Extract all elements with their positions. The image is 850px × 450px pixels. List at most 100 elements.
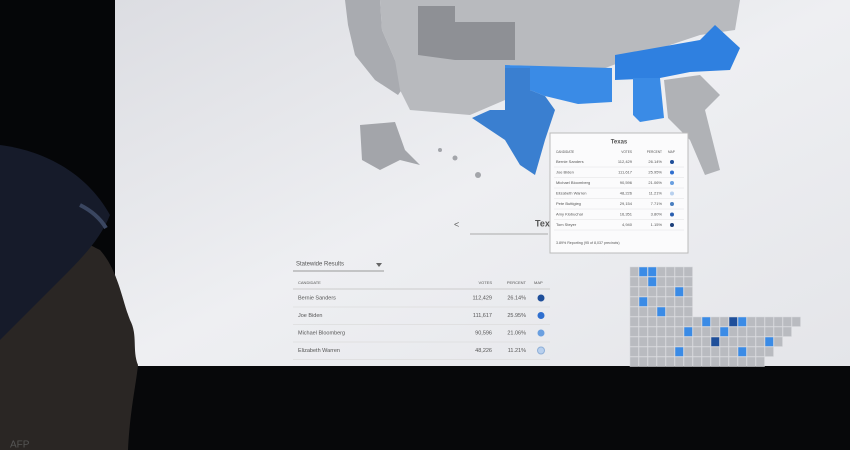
county: [656, 266, 666, 277]
state-won: [505, 65, 612, 104]
table-cell: Elizabeth Warren: [298, 348, 340, 354]
tooltip-title: Texas: [611, 140, 628, 146]
county: [755, 326, 765, 337]
county: [656, 276, 666, 287]
county: [638, 306, 648, 317]
table-cell: 29,154: [620, 201, 633, 206]
table-cell: 7.71%: [651, 201, 663, 206]
dropdown[interactable]: Statewide Results: [296, 262, 344, 268]
county: [647, 266, 657, 277]
county: [719, 326, 729, 337]
column-header: MAP: [668, 150, 675, 154]
county: [638, 276, 648, 287]
county: [656, 306, 666, 317]
table-cell: Joe Biden: [556, 170, 574, 175]
county: [683, 266, 693, 277]
column-header: MAP: [534, 280, 543, 285]
county: [647, 306, 657, 317]
alaska: [360, 122, 420, 170]
county: [665, 326, 675, 337]
county: [710, 316, 720, 327]
column-header: CANDIDATE: [298, 280, 321, 285]
hawaii: [452, 155, 458, 161]
county: [629, 286, 639, 297]
table-cell: Amy Klobuchar: [556, 212, 584, 217]
map-dot: [537, 346, 545, 355]
table-cell: Pete Buttigieg: [556, 201, 581, 206]
photo-credit: AFP: [10, 440, 30, 450]
table-cell: 26.14%: [507, 295, 526, 301]
county: [647, 276, 657, 287]
county: [674, 266, 684, 277]
dropdown-arrow: [376, 263, 382, 267]
county: [629, 306, 639, 317]
county: [791, 316, 801, 327]
county: [701, 346, 711, 357]
map-dot: [670, 212, 674, 217]
county: [674, 316, 684, 327]
county: [764, 336, 774, 347]
county: [629, 326, 639, 337]
table-cell: 11.21%: [508, 348, 526, 354]
county: [683, 336, 693, 347]
county: [719, 356, 729, 367]
state-won: [615, 25, 740, 80]
county: [755, 336, 765, 347]
map-dot: [537, 294, 545, 302]
county: [629, 316, 639, 327]
county: [674, 286, 684, 297]
county: [773, 326, 783, 337]
column-header: VOTES: [478, 280, 492, 285]
county: [656, 356, 666, 367]
county: [647, 346, 657, 357]
state: [418, 6, 515, 60]
county: [692, 346, 702, 357]
table-cell: Michael Bloomberg: [298, 330, 345, 336]
county-map: [629, 266, 801, 367]
county: [656, 336, 666, 347]
county: [674, 356, 684, 367]
county: [638, 326, 648, 337]
county: [638, 296, 648, 307]
county: [737, 336, 747, 347]
county: [674, 306, 684, 317]
county: [665, 276, 675, 287]
county: [647, 286, 657, 297]
county: [719, 336, 729, 347]
county: [692, 326, 702, 337]
county: [755, 356, 765, 367]
table-cell: 48,226: [475, 348, 492, 354]
county: [746, 316, 756, 327]
table-cell: Bernie Sanders: [556, 159, 584, 164]
nav-arrow[interactable]: <: [454, 219, 459, 229]
county: [782, 326, 792, 337]
county: [782, 316, 792, 327]
county: [710, 356, 720, 367]
column-header: CANDIDATE: [556, 150, 574, 154]
county: [710, 336, 720, 347]
county: [674, 276, 684, 287]
county: [746, 326, 756, 337]
county: [764, 316, 774, 327]
county: [773, 336, 783, 347]
beanie-logo: [79, 203, 108, 230]
table-cell: 111,617: [618, 170, 633, 175]
county: [719, 316, 729, 327]
results-table: Statewide Results CANDIDATE VOTES PERCENT M…: [293, 262, 550, 360]
map-dot: [537, 312, 545, 319]
tooltip-footer: 3.89% Reporting (95 of 8,037 precincts): [556, 241, 620, 245]
us-map: [345, 0, 740, 178]
county: [683, 306, 693, 317]
county: [728, 316, 738, 327]
table-cell: 21.06%: [507, 330, 526, 336]
county: [629, 276, 639, 287]
county: [683, 296, 693, 307]
county: [674, 326, 684, 337]
county: [692, 356, 702, 367]
county: [638, 356, 648, 367]
county: [755, 346, 765, 357]
hawaii: [475, 172, 481, 178]
county: [638, 346, 648, 357]
table-cell: 21.06%: [648, 180, 662, 185]
